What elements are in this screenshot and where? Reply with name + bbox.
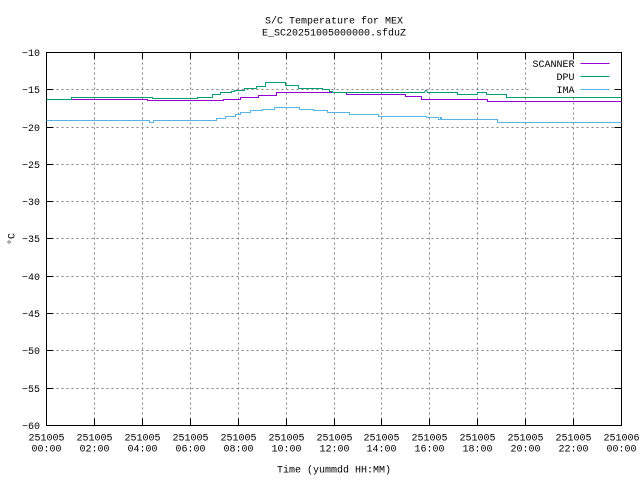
svg-text:251006: 251006 — [603, 434, 639, 445]
svg-text:04:00: 04:00 — [127, 445, 157, 456]
svg-text:251005: 251005 — [507, 434, 543, 445]
svg-text:−20: −20 — [22, 124, 40, 135]
svg-text:251005: 251005 — [316, 434, 352, 445]
svg-text:−35: −35 — [22, 235, 40, 246]
svg-text:251005: 251005 — [28, 434, 64, 445]
svg-text:251005: 251005 — [124, 434, 160, 445]
svg-text:06:00: 06:00 — [175, 445, 205, 456]
svg-text:08:00: 08:00 — [223, 445, 253, 456]
svg-text:14:00: 14:00 — [366, 445, 396, 456]
svg-text:IMA: IMA — [556, 86, 574, 97]
svg-text:S/C Temperature for MEX: S/C Temperature for MEX — [265, 16, 403, 28]
svg-text:−55: −55 — [22, 385, 40, 396]
svg-text:251005: 251005 — [555, 434, 591, 445]
svg-text:10:00: 10:00 — [271, 445, 301, 456]
svg-text:20:00: 20:00 — [510, 445, 540, 456]
svg-text:−10: −10 — [22, 49, 40, 60]
svg-text:−60: −60 — [22, 422, 40, 433]
svg-text:Time (yummdd HH:MM): Time (yummdd HH:MM) — [277, 465, 391, 477]
svg-text:−45: −45 — [22, 310, 40, 321]
svg-text:SCANNER: SCANNER — [532, 60, 574, 71]
svg-text:251005: 251005 — [411, 434, 447, 445]
svg-text:251005: 251005 — [172, 434, 208, 445]
svg-text:E_SC20251005000000.sfduZ: E_SC20251005000000.sfduZ — [262, 28, 406, 40]
svg-text:251005: 251005 — [459, 434, 495, 445]
svg-text:00:00: 00:00 — [606, 445, 636, 456]
svg-text:22:00: 22:00 — [558, 445, 588, 456]
svg-text:−50: −50 — [22, 347, 40, 358]
svg-text:DPU: DPU — [556, 73, 574, 84]
svg-text:251005: 251005 — [268, 434, 304, 445]
svg-text:18:00: 18:00 — [462, 445, 492, 456]
svg-text:16:00: 16:00 — [414, 445, 444, 456]
svg-text:°C: °C — [7, 233, 19, 245]
svg-text:251005: 251005 — [363, 434, 399, 445]
svg-text:00:00: 00:00 — [31, 445, 61, 456]
svg-text:−30: −30 — [22, 198, 40, 209]
svg-text:−25: −25 — [22, 161, 40, 172]
svg-text:−40: −40 — [22, 273, 40, 284]
svg-text:02:00: 02:00 — [79, 445, 109, 456]
svg-text:251005: 251005 — [76, 434, 112, 445]
svg-text:251005: 251005 — [220, 434, 256, 445]
svg-text:12:00: 12:00 — [319, 445, 349, 456]
svg-text:−15: −15 — [22, 86, 40, 97]
